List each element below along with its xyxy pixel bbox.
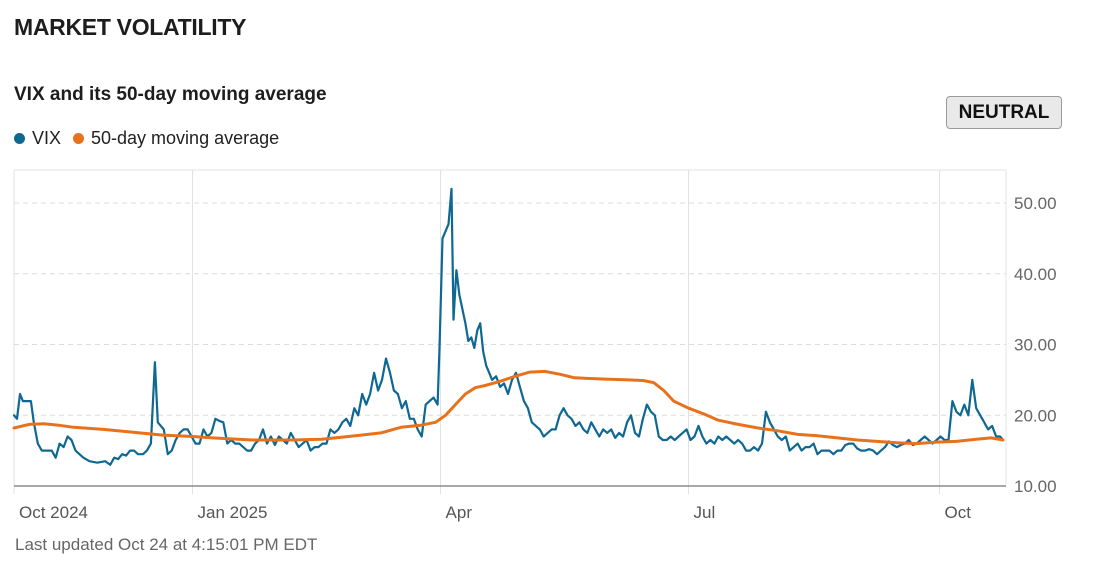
y-tick-label: 20.00 [1014,406,1057,425]
legend-dot-moving-average [73,133,85,144]
x-axis-labels: Oct 2024 Jan 2025 Apr Jul Oct [19,503,971,522]
page-title: MARKET VOLATILITY [14,14,247,40]
last-updated: Last updated Oct 24 at 4:15:01 PM EDT [15,535,318,554]
y-tick-label: 50.00 [1014,194,1057,213]
legend-label-moving-average: 50-day moving average [91,128,280,148]
moving-average-series-line [12,369,1005,446]
x-tick-label: Oct [945,503,972,522]
x-tick-label: Jan 2025 [198,503,268,522]
chart-subtitle: VIX and its 50-day moving average [14,84,327,105]
chart-legend: VIX 50-day moving average [14,128,291,149]
y-tick-label: 30.00 [1014,336,1057,355]
legend-dot-vix [14,133,25,144]
legend-item-moving-average[interactable]: 50-day moving average [73,128,279,149]
y-tick-label: 40.00 [1014,265,1057,284]
y-axis-labels: 10.00 20.00 30.00 40.00 50.00 [1014,194,1057,496]
y-tick-label: 10.00 [1014,477,1057,496]
chart-grid [13,169,1007,494]
x-tick-label: Apr [446,503,473,522]
sentiment-badge[interactable]: NEUTRAL [946,96,1062,129]
x-tick-label: Oct 2024 [19,503,88,522]
x-tick-label: Jul [694,503,716,522]
vix-line-chart[interactable]: Oct 2024 Jan 2025 Apr Jul Oct 10.00 20.00 30.0… [0,0,1102,530]
legend-item-vix[interactable]: VIX [14,128,61,149]
vix-series-line [12,187,1005,466]
chart-series [12,187,1005,466]
legend-label-vix: VIX [32,128,62,148]
